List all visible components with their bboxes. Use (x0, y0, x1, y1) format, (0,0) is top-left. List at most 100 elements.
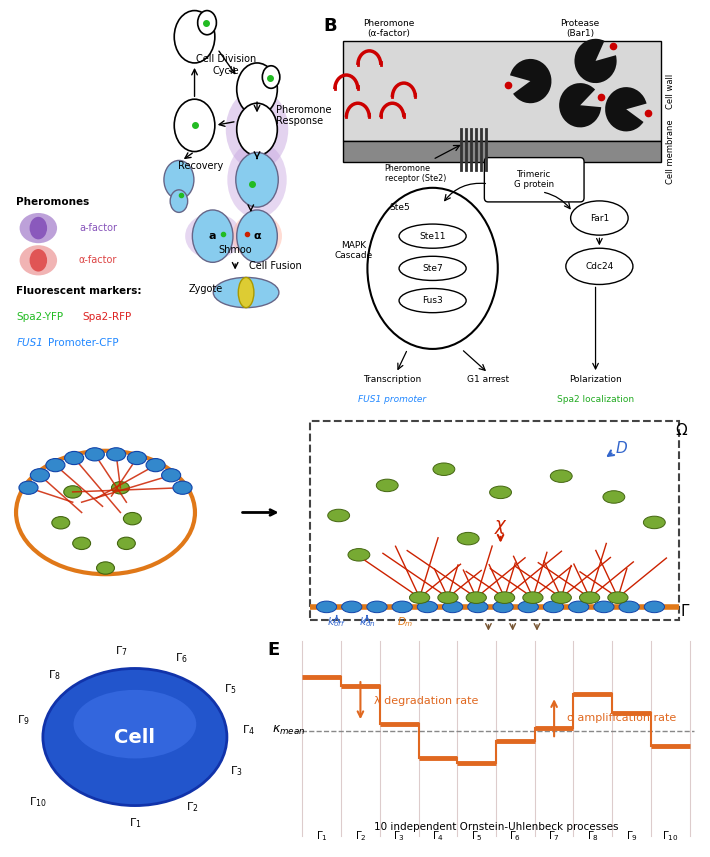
Ellipse shape (185, 213, 241, 260)
Circle shape (551, 592, 572, 603)
Circle shape (227, 141, 287, 218)
Circle shape (146, 458, 165, 471)
Wedge shape (574, 39, 616, 83)
Text: σ amplification rate: σ amplification rate (567, 713, 677, 722)
Text: Protease
(Bar1): Protease (Bar1) (561, 19, 600, 38)
Text: Promoter-CFP: Promoter-CFP (48, 338, 119, 348)
Circle shape (65, 452, 84, 464)
Circle shape (97, 562, 114, 574)
Text: $\chi$: $\chi$ (493, 518, 508, 536)
Wedge shape (605, 87, 647, 131)
Text: Cell membrane: Cell membrane (666, 119, 674, 184)
Circle shape (438, 592, 458, 603)
Text: FUS1 promoter: FUS1 promoter (359, 395, 427, 405)
Text: $k_{on}$: $k_{on}$ (359, 615, 376, 629)
Text: Fluorescent markers:: Fluorescent markers: (16, 285, 142, 296)
Circle shape (174, 99, 215, 152)
Circle shape (236, 63, 278, 116)
Circle shape (16, 451, 195, 574)
Bar (310, 421, 679, 620)
Circle shape (643, 516, 665, 529)
Text: Cell Fusion: Cell Fusion (249, 261, 302, 272)
Circle shape (490, 486, 511, 499)
Text: $\Gamma_3$: $\Gamma_3$ (229, 764, 242, 778)
Text: FUS1: FUS1 (16, 338, 43, 348)
Text: $D_m$: $D_m$ (397, 615, 414, 629)
Text: Cell Division
Cycle: Cell Division Cycle (196, 54, 256, 75)
Circle shape (468, 601, 488, 613)
Text: Transcription: Transcription (364, 375, 422, 384)
Circle shape (85, 447, 104, 461)
Circle shape (317, 601, 337, 613)
Text: $k_{off}$: $k_{off}$ (327, 615, 346, 629)
Circle shape (457, 532, 479, 545)
Circle shape (342, 601, 362, 613)
Text: $\Gamma_4$: $\Gamma_4$ (242, 723, 255, 738)
Text: Cell: Cell (114, 728, 155, 746)
Circle shape (46, 458, 65, 471)
Text: Pheromone
Response: Pheromone Response (275, 105, 332, 126)
Text: $\Gamma_8$: $\Gamma_8$ (48, 668, 61, 682)
Circle shape (30, 217, 47, 239)
Text: $\Gamma_5$: $\Gamma_5$ (224, 682, 237, 696)
Circle shape (328, 509, 349, 522)
FancyBboxPatch shape (342, 41, 661, 141)
Circle shape (644, 601, 665, 613)
Text: G1 arrest: G1 arrest (467, 375, 509, 384)
Circle shape (493, 601, 513, 613)
Text: $\Gamma_{1}$: $\Gamma_{1}$ (316, 830, 327, 843)
Circle shape (236, 103, 278, 156)
Text: Ste11: Ste11 (420, 231, 446, 241)
Circle shape (236, 153, 278, 207)
Text: α-factor: α-factor (79, 255, 117, 266)
Ellipse shape (43, 668, 227, 806)
Text: $\Gamma_7$: $\Gamma_7$ (114, 644, 127, 658)
Text: $\Gamma_1$: $\Gamma_1$ (129, 816, 141, 830)
Text: Spa2-YFP: Spa2-YFP (16, 312, 64, 321)
Text: $\Gamma_6$: $\Gamma_6$ (175, 650, 187, 665)
Circle shape (162, 469, 180, 482)
Circle shape (433, 463, 455, 476)
Text: $\Gamma_{2}$: $\Gamma_{2}$ (354, 830, 366, 843)
Text: Ste5: Ste5 (390, 203, 410, 213)
Text: Trimeric
G protein: Trimeric G protein (514, 170, 555, 189)
Text: Shmoo: Shmoo (219, 245, 252, 255)
Ellipse shape (20, 213, 57, 243)
Circle shape (173, 481, 192, 494)
Circle shape (170, 190, 187, 213)
Circle shape (124, 512, 141, 524)
Text: Far1: Far1 (590, 213, 609, 223)
Circle shape (376, 479, 398, 492)
Circle shape (30, 249, 47, 272)
Text: $\Gamma_{8}$: $\Gamma_{8}$ (587, 830, 599, 843)
Text: Cdc24: Cdc24 (585, 262, 613, 271)
Circle shape (392, 601, 413, 613)
Circle shape (494, 592, 515, 603)
Circle shape (594, 601, 614, 613)
Text: Ste7: Ste7 (422, 264, 443, 273)
Circle shape (106, 447, 126, 461)
FancyBboxPatch shape (484, 158, 584, 202)
Text: λ degradation rate: λ degradation rate (373, 696, 478, 705)
Text: a-factor: a-factor (79, 223, 117, 233)
Circle shape (262, 66, 280, 88)
Circle shape (550, 470, 572, 482)
Circle shape (579, 592, 600, 603)
Circle shape (543, 601, 564, 613)
Ellipse shape (74, 690, 196, 758)
Circle shape (442, 601, 463, 613)
Circle shape (417, 601, 437, 613)
Ellipse shape (566, 249, 633, 285)
Text: Spa2-RFP: Spa2-RFP (82, 312, 131, 321)
Circle shape (603, 491, 625, 503)
Text: $\Gamma_2$: $\Gamma_2$ (186, 800, 199, 813)
Text: MAPK
Cascade: MAPK Cascade (335, 241, 373, 260)
Text: Fus3: Fus3 (422, 296, 443, 305)
Text: Pheromone
receptor (Ste2): Pheromone receptor (Ste2) (385, 164, 446, 183)
Ellipse shape (399, 224, 466, 249)
Text: Recovery: Recovery (178, 161, 224, 171)
Circle shape (127, 452, 146, 464)
Circle shape (64, 486, 82, 498)
Text: Pheromones: Pheromones (16, 197, 89, 207)
Text: Ω: Ω (675, 423, 687, 438)
